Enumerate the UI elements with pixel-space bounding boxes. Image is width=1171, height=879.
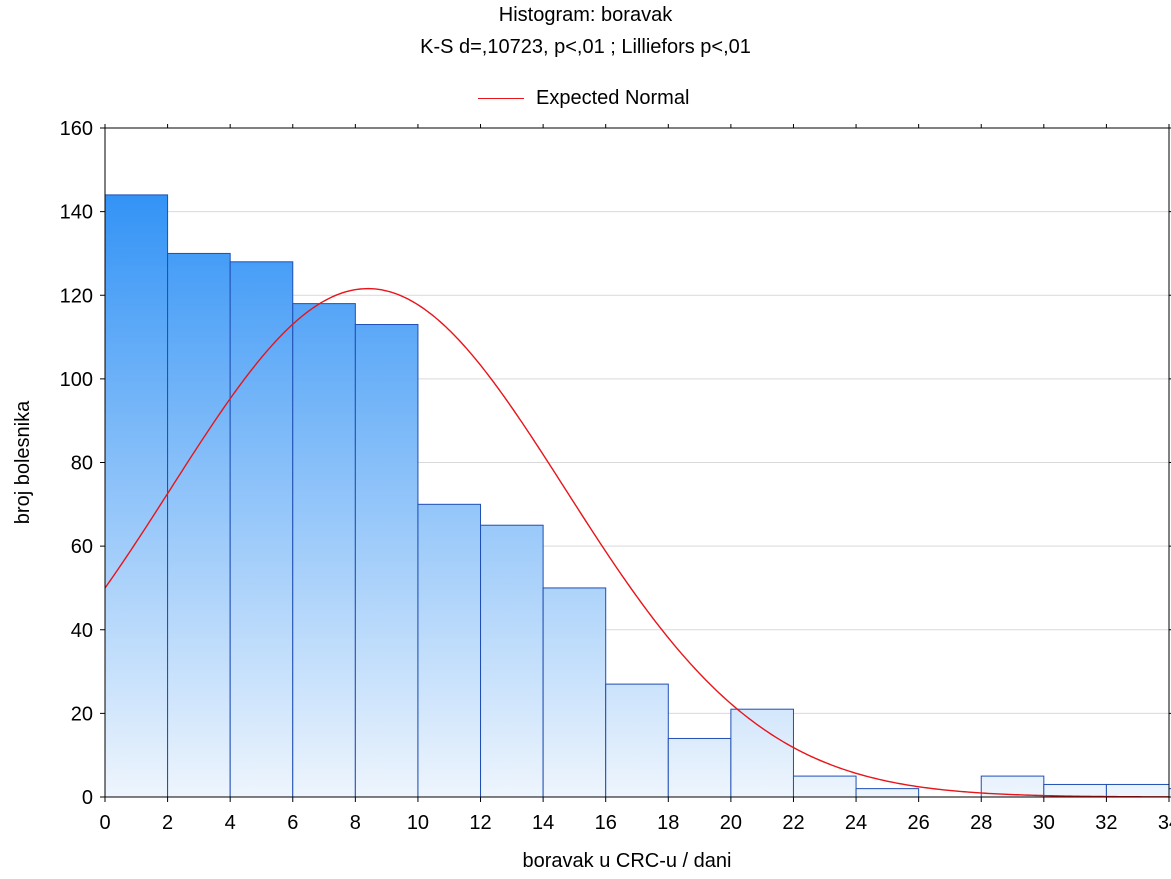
histogram-bar: [605, 683, 669, 798]
histogram-bar: [542, 587, 607, 798]
x-tick-label: 24: [845, 812, 867, 834]
x-tick-label: 34: [1158, 812, 1171, 834]
y-tick-label: 60: [71, 536, 93, 558]
x-tick-label: 18: [657, 812, 679, 834]
chart-subtitle: K-S d=,10723, p<,01 ; Lilliefors p<,01: [420, 36, 751, 58]
histogram-bar: [417, 503, 482, 798]
x-tick-label: 2: [162, 812, 173, 834]
chart-title: Histogram: boravak: [498, 4, 673, 26]
histogram-bar: [292, 303, 356, 798]
x-tick-label: 16: [595, 812, 617, 834]
histogram-bar: [354, 324, 419, 798]
histogram-bar: [855, 788, 920, 798]
x-axis: 0246810121416182022242628303234: [99, 124, 1171, 834]
histogram-bar: [480, 524, 544, 798]
x-tick-label: 0: [99, 812, 110, 834]
legend-line-swatch: [478, 97, 524, 99]
bars: [104, 194, 1171, 798]
expected-normal-curve: [104, 287, 1170, 798]
y-tick-label: 160: [60, 118, 93, 140]
x-axis-title: boravak u CRC-u / dani: [523, 850, 732, 872]
x-tick-label: 30: [1033, 812, 1055, 834]
y-axis-title: broj bolesnika: [12, 400, 34, 524]
y-tick-label: 20: [71, 703, 93, 725]
histogram-bar: [229, 261, 294, 798]
histogram-bar: [730, 708, 794, 798]
x-tick-label: 26: [908, 812, 930, 834]
y-tick-label: 80: [71, 453, 93, 475]
y-axis: 0 20 40 60 80 100 120 140 160: [60, 118, 1171, 809]
legend: Expected Normal: [478, 85, 689, 111]
legend-label: Expected Normal: [536, 86, 690, 109]
histogram-bar: [792, 775, 857, 798]
histogram-bar: [104, 194, 169, 798]
x-tick-label: 12: [469, 812, 491, 834]
x-tick-label: 8: [350, 812, 361, 834]
x-tick-label: 20: [720, 812, 742, 834]
y-tick-label: 40: [71, 620, 93, 642]
y-tick-label: 0: [82, 787, 93, 809]
histogram-bar: [667, 737, 732, 798]
y-tick-label: 140: [60, 202, 93, 224]
x-tick-label: 32: [1095, 812, 1117, 834]
x-tick-label: 4: [225, 812, 236, 834]
x-tick-label: 22: [782, 812, 804, 834]
x-tick-label: 6: [287, 812, 298, 834]
y-tick-label: 100: [60, 369, 93, 391]
y-tick-label: 120: [60, 285, 93, 307]
x-tick-label: 14: [532, 812, 554, 834]
histogram-bar: [1105, 783, 1170, 798]
x-tick-label: 28: [970, 812, 992, 834]
x-tick-label: 10: [407, 812, 429, 834]
histogram-bar: [167, 252, 231, 798]
